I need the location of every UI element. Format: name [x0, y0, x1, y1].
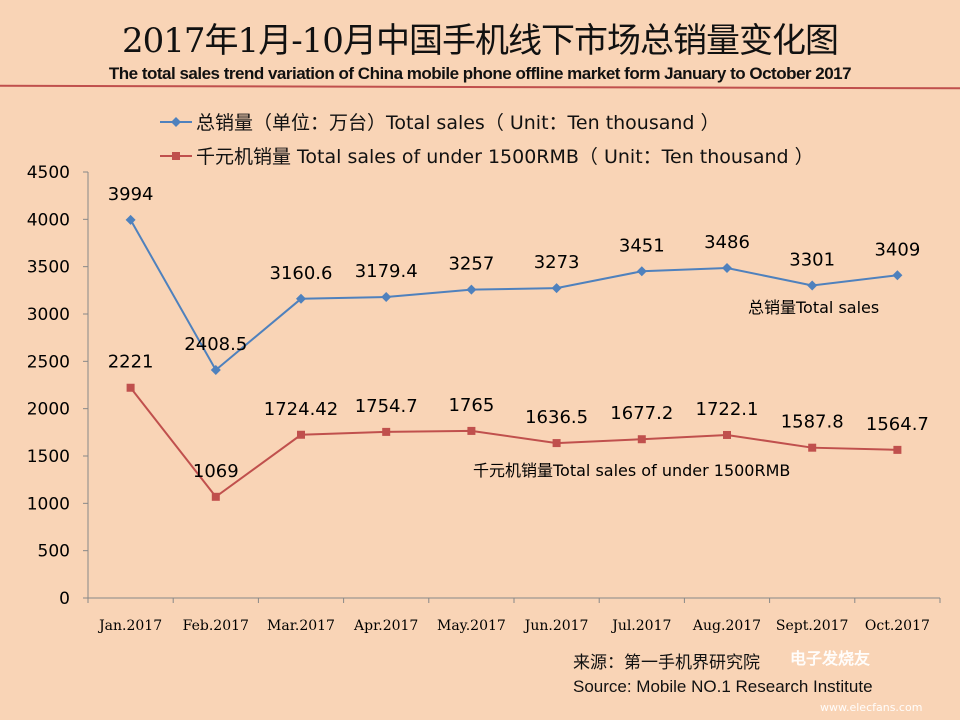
- x-tick-label: Apr.2017: [353, 618, 418, 634]
- chart-title: 2017年1月-10月中国手机线下市场总销量变化图: [122, 21, 839, 61]
- data-point: [637, 435, 646, 444]
- data-point: [466, 284, 477, 295]
- data-point: [297, 430, 305, 439]
- data-label: 2221: [108, 352, 154, 373]
- data-point: [381, 292, 392, 303]
- data-label: 1564.7: [866, 414, 929, 435]
- data-point: [893, 445, 902, 454]
- data-point: [382, 427, 391, 436]
- x-tick-label: Aug.2017: [692, 618, 761, 634]
- data-label: 1677.2: [610, 403, 673, 424]
- data-label: 3301: [789, 250, 835, 271]
- data-point: [723, 430, 731, 439]
- data-point: [551, 283, 562, 294]
- data-label: 1724.42: [264, 399, 338, 420]
- data-label: 3994: [108, 184, 154, 205]
- data-label: 1765: [448, 395, 494, 416]
- data-point: [808, 443, 817, 452]
- data-label: 2408.5: [184, 334, 247, 355]
- data-point: [296, 293, 306, 304]
- y-tick-label: 0: [59, 589, 70, 609]
- series-annotation-total: 总销量Total sales: [748, 298, 879, 317]
- square-marker-icon: [160, 151, 192, 160]
- y-tick-label: 3500: [27, 258, 70, 278]
- watermark-logo: 电子发烧友: [790, 649, 871, 668]
- y-tick-label: 500: [38, 542, 70, 562]
- legend-label: 总销量（单位：万台）Total sales（ Unit：Ten thousand…: [196, 112, 720, 134]
- series-line-0: [129, 219, 898, 372]
- data-label: 1069: [193, 461, 239, 482]
- data-label: 3179.4: [355, 261, 418, 282]
- data-label: 3160.6: [270, 263, 333, 284]
- legend-item-total: 总销量（单位：万台）Total sales（ Unit：Ten thousand…: [160, 108, 720, 135]
- data-label: 1722.1: [696, 399, 759, 420]
- y-tick-label: 4000: [27, 210, 70, 230]
- y-tick-label: 2000: [27, 400, 70, 420]
- data-label: 3451: [619, 235, 665, 256]
- x-tick-label: Mar.2017: [267, 618, 335, 634]
- data-point: [892, 270, 903, 281]
- x-tick-label: Jun.2017: [523, 618, 589, 634]
- x-tick-label: May.2017: [437, 618, 506, 634]
- data-label: 1587.8: [781, 412, 844, 433]
- x-tick-label: Jul.2017: [610, 618, 671, 634]
- data-point: [125, 214, 136, 225]
- data-point: [210, 364, 221, 375]
- data-point: [211, 492, 220, 501]
- data-label: 3486: [704, 232, 750, 253]
- source-en: Source: Mobile NO.1 Research Institute: [573, 677, 873, 696]
- data-label: 3273: [534, 252, 580, 273]
- x-tick-label: Oct.2017: [865, 618, 930, 634]
- data-point: [807, 280, 818, 291]
- data-label: 3257: [448, 254, 494, 275]
- y-tick-label: 1000: [27, 494, 70, 514]
- diamond-marker-icon: [160, 116, 192, 127]
- data-point: [552, 439, 561, 448]
- chart-subtitle: The total sales trend variation of China…: [108, 64, 852, 83]
- data-point: [722, 262, 732, 273]
- data-label: 1636.5: [525, 407, 588, 428]
- data-label: 3409: [874, 239, 920, 260]
- x-tick-label: Jan.2017: [97, 618, 162, 634]
- y-tick-label: 2500: [27, 352, 70, 372]
- data-label: 1754.7: [355, 396, 418, 417]
- legend-item-under1500: 千元机销量 Total sales of under 1500RMB（ Unit…: [160, 142, 814, 169]
- x-tick-label: Sept.2017: [776, 618, 849, 634]
- x-tick-label: Feb.2017: [183, 618, 249, 634]
- y-tick-label: 4500: [27, 163, 70, 183]
- series-line-1: [129, 387, 898, 499]
- source-cn: 来源：第一手机界研究院: [573, 653, 760, 672]
- data-point: [126, 383, 135, 392]
- series-annotation-under1500: 千元机销量Total sales of under 1500RMB: [473, 461, 790, 480]
- y-tick-label: 1500: [27, 447, 70, 467]
- watermark-url: www.elecfans.com: [820, 701, 923, 714]
- y-tick-label: 3000: [27, 305, 70, 325]
- data-point: [467, 426, 476, 435]
- legend-label: 千元机销量 Total sales of under 1500RMB（ Unit…: [196, 146, 814, 168]
- data-point: [636, 266, 647, 277]
